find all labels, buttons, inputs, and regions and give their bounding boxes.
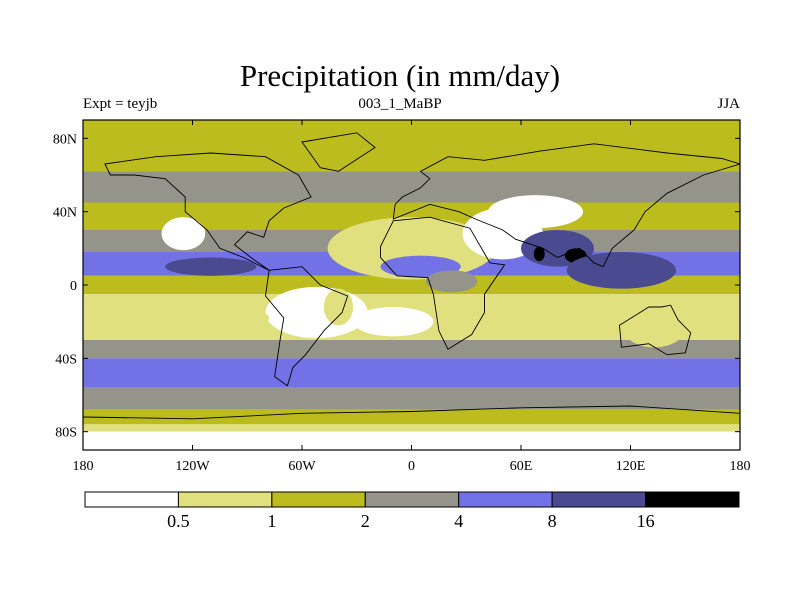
coastline-africa <box>380 216 506 350</box>
precip-region-california-dry <box>161 217 206 251</box>
y-tick-label-3: 40S <box>55 352 77 367</box>
precip-region-east-pacific-itcz <box>165 257 257 276</box>
y-tick-label-2: 0 <box>70 279 77 294</box>
colorbar-swatch-2 <box>271 491 366 508</box>
colorbar-label-5: 16 <box>637 511 655 531</box>
map-axes: 180 120W 60W 0 60E 120E 180 80N 40N 0 40S 80S <box>53 120 751 474</box>
precip-region-south-america-east <box>323 288 354 326</box>
colorbar-swatch-6 <box>645 491 740 508</box>
precip-band-1 <box>83 147 740 172</box>
x-tick-label-0: 180 <box>73 459 94 474</box>
colorbar-swatch-4 <box>458 491 553 508</box>
precip-band-12 <box>83 424 740 432</box>
colorbar-swatch-0 <box>84 491 179 508</box>
x-tick-label-4: 60E <box>510 459 533 474</box>
coastline-north-america <box>104 152 312 271</box>
precip-region-central-africa-wet <box>426 270 478 293</box>
colorbar-label-2: 2 <box>361 511 370 531</box>
precip-band-9 <box>83 358 740 388</box>
precip-band-10 <box>83 387 740 410</box>
coastline-south-america <box>265 266 349 387</box>
precip-band-13 <box>83 431 740 450</box>
precip-region-east-pacific-dry <box>115 303 270 333</box>
coastline-antarctica <box>83 405 740 420</box>
precip-region-southern-africa-dry <box>433 307 470 337</box>
precipitation-field <box>83 120 740 450</box>
precip-region-central-asia-dry <box>488 195 584 229</box>
chart-title: Precipitation (in mm/day) <box>239 58 561 93</box>
precip-region-south-atlantic-dry <box>353 307 434 337</box>
x-tick-label-2: 60W <box>288 459 316 474</box>
y-tick-label-4: 80S <box>55 426 77 441</box>
coastline-eurasia <box>392 143 740 268</box>
precip-region-australia-dry <box>625 314 684 348</box>
x-tick-label-5: 120E <box>616 459 646 474</box>
colorbar: 0.5 1 2 4 8 16 <box>84 491 740 531</box>
coastlines <box>83 132 740 420</box>
colorbar-swatch-3 <box>364 491 460 508</box>
colorbar-label-1: 1 <box>267 511 276 531</box>
precip-band-2 <box>83 171 740 203</box>
x-tick-label-3: 0 <box>408 459 415 474</box>
x-tick-label-6: 180 <box>730 459 751 474</box>
coastline-australia <box>619 304 692 356</box>
experiment-label: Expt = teyjb <box>83 96 158 112</box>
precip-band-11 <box>83 409 740 425</box>
season-label: JJA <box>717 96 740 112</box>
colorbar-label-4: 8 <box>548 511 557 531</box>
period-label: 003_1_MaBP <box>358 96 442 112</box>
precip-region-maritime-continent-wet <box>566 252 677 289</box>
y-tick-label-1: 40N <box>53 206 77 221</box>
colorbar-swatch-5 <box>551 491 647 508</box>
colorbar-swatch-1 <box>177 491 273 508</box>
colorbar-label-0: 0.5 <box>167 511 190 531</box>
precip-band-8 <box>83 340 740 359</box>
coastline-greenland <box>301 132 376 172</box>
colorbar-label-3: 4 <box>454 511 463 531</box>
precip-region-arabian-sea-core <box>533 246 545 262</box>
y-tick-label-0: 80N <box>53 132 77 147</box>
x-tick-label-1: 120W <box>175 459 210 474</box>
